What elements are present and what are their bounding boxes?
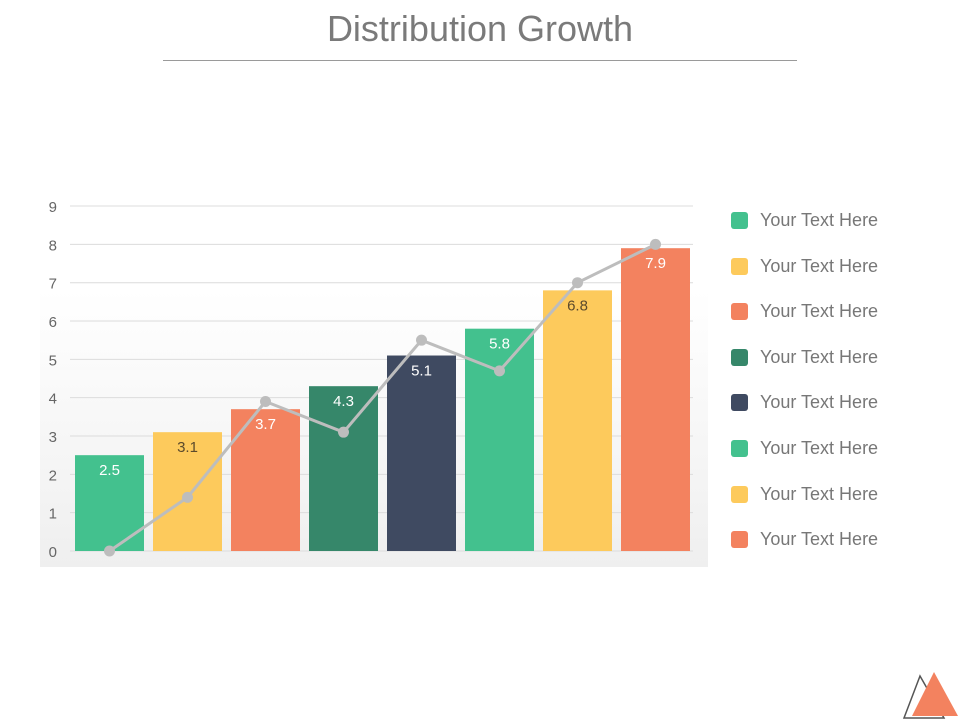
data-label: 5.1 <box>411 363 432 380</box>
data-label: 7.9 <box>645 255 666 272</box>
line-point <box>338 426 349 438</box>
line-point <box>650 238 661 250</box>
legend-swatch <box>731 212 748 229</box>
legend-label: Your Text Here <box>760 529 879 550</box>
legend-label: Your Text Here <box>760 392 879 413</box>
triangle-logo-icon <box>902 672 958 719</box>
y-tick-label: 0 <box>49 544 57 561</box>
y-tick-label: 7 <box>49 276 57 293</box>
bar <box>621 248 690 551</box>
legend-item: Your Text Here <box>731 392 878 413</box>
legend-label: Your Text Here <box>760 255 879 276</box>
legend-swatch <box>731 485 748 503</box>
legend-swatch <box>731 303 748 321</box>
line-point <box>182 491 193 503</box>
y-tick-label: 4 <box>49 391 57 408</box>
y-tick-label: 2 <box>49 467 57 484</box>
legend-item: Your Text Here <box>731 438 878 459</box>
legend-label: Your Text Here <box>760 210 879 230</box>
legend-item: Your Text Here <box>731 347 878 368</box>
bar <box>231 409 300 551</box>
line-series <box>108 243 657 553</box>
y-tick-label: 5 <box>49 352 57 369</box>
bar <box>387 355 456 551</box>
line-point <box>260 396 271 408</box>
line-point <box>572 277 583 289</box>
legend-item: Your Text Here <box>731 484 878 505</box>
bar <box>153 432 222 551</box>
data-label: 3.1 <box>177 439 198 456</box>
page-title: Distribution Growth <box>326 8 634 49</box>
data-label: 3.7 <box>255 416 276 433</box>
data-label: 5.8 <box>489 336 510 353</box>
data-label: 2.5 <box>99 462 120 479</box>
legend-swatch <box>731 531 748 549</box>
legend-swatch <box>731 257 748 275</box>
legend-swatch <box>731 348 748 366</box>
data-label: 4.3 <box>333 393 354 410</box>
legend-item: Your Text Here <box>731 210 878 231</box>
legend-item: Your Text Here <box>731 301 878 322</box>
legend-item: Your Text Here <box>731 529 878 550</box>
data-label: 6.8 <box>567 297 588 314</box>
bar <box>543 290 612 551</box>
y-tick-label: 9 <box>49 199 57 216</box>
y-tick-label: 8 <box>49 237 57 254</box>
legend-swatch <box>731 440 748 457</box>
line-point <box>104 545 115 557</box>
legend-label: Your Text Here <box>760 483 879 504</box>
y-tick-label: 1 <box>49 506 57 523</box>
title-divider <box>163 60 797 61</box>
legend-label: Your Text Here <box>760 346 879 367</box>
legend-label: Your Text Here <box>760 301 879 322</box>
legend-label: Your Text Here <box>760 438 879 458</box>
y-tick-label: 6 <box>49 314 57 331</box>
bar <box>309 386 378 551</box>
line-point <box>494 365 505 377</box>
y-tick-label: 3 <box>49 429 57 446</box>
line-point <box>416 334 427 346</box>
legend-swatch <box>731 394 748 412</box>
legend-item: Your Text Here <box>731 256 878 277</box>
